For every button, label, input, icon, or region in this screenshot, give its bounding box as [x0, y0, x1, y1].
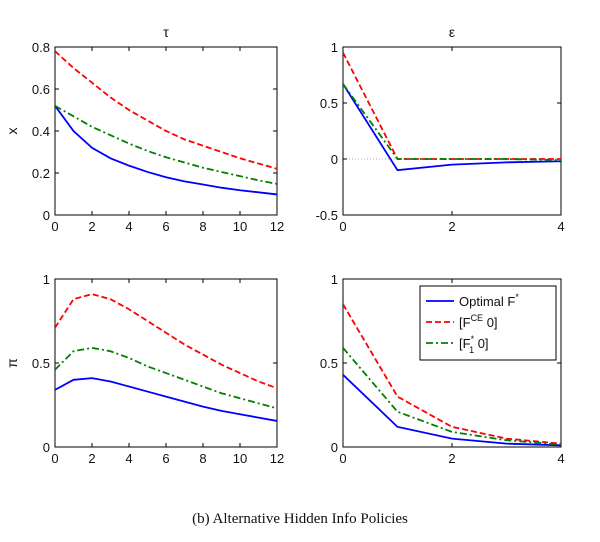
y-tick-label: -0.5 [316, 208, 338, 223]
y-axis-label: x [4, 128, 20, 135]
x-tick-label: 8 [199, 451, 206, 466]
series-line-3 [55, 346, 277, 410]
panel-title: τ [163, 24, 169, 40]
legend-box [419, 285, 557, 361]
series-line-2 [55, 50, 277, 170]
y-tick-label: 1 [43, 272, 50, 287]
x-tick-label: 0 [339, 219, 346, 234]
x-tick-label: 4 [557, 451, 564, 466]
axes-box [54, 278, 278, 448]
y-tick-label: 0.8 [32, 40, 50, 55]
y-axis-label: π [4, 358, 20, 368]
series-line-1 [55, 105, 277, 196]
y-tick-label: 0.5 [320, 356, 338, 371]
series-line-3 [343, 347, 561, 446]
x-tick-label: 6 [162, 219, 169, 234]
x-tick-label: 8 [199, 219, 206, 234]
x-tick-label: 0 [51, 451, 58, 466]
series-line-2 [55, 293, 277, 390]
chart-panel-1: 0 2 4 6 8 10 12 0 0.2 0.4 0.6 0.8 τ x [4, 24, 284, 234]
legend-label: Optimal F* [459, 292, 519, 309]
legend-label: [F* 1 0] [459, 334, 489, 355]
y-tick-label: 0 [43, 440, 50, 455]
series-line-1 [343, 83, 561, 172]
figure-caption: (b) Alternative Hidden Info Policies [192, 511, 408, 527]
x-tick-label: 2 [88, 219, 95, 234]
series-line-3 [343, 83, 561, 162]
x-tick-label: 12 [270, 219, 284, 234]
x-tick-label: 2 [448, 219, 455, 234]
x-tick-label: 6 [162, 451, 169, 466]
x-tick-label: 0 [339, 451, 346, 466]
series-line-1 [55, 377, 277, 422]
axes-box [342, 46, 562, 216]
x-tick-label: 10 [233, 451, 247, 466]
series-line-3 [55, 105, 277, 185]
x-tick-label: 4 [125, 219, 132, 234]
legend-label: [FCE 0] [459, 313, 498, 330]
series-line-1 [343, 374, 561, 447]
x-tick-label: 2 [88, 451, 95, 466]
series-line-2 [343, 52, 561, 160]
series-line-2 [343, 303, 561, 445]
y-tick-label: 0.6 [32, 82, 50, 97]
panel-title: ε [449, 24, 455, 40]
chart-panel-2: 0 2 4-0.500.51ε [316, 24, 565, 234]
x-tick-label: 2 [448, 451, 455, 466]
y-tick-label: 0 [43, 208, 50, 223]
y-tick-label: 0.5 [320, 96, 338, 111]
y-tick-label: 1 [331, 272, 338, 287]
x-tick-label: 12 [270, 451, 284, 466]
y-tick-label: 0.2 [32, 166, 50, 181]
y-tick-label: 0.4 [32, 124, 50, 139]
y-tick-label: 1 [331, 40, 338, 55]
chart-panel-3: 0 2 4 6 8 10 12 0 0.5 1 π [4, 272, 284, 466]
x-tick-label: 4 [557, 219, 564, 234]
legend: Optimal F* [FCE 0] [F* 1 0] [419, 285, 557, 361]
x-tick-label: 4 [125, 451, 132, 466]
x-tick-label: 0 [51, 219, 58, 234]
x-tick-label: 10 [233, 219, 247, 234]
y-tick-label: 0 [331, 152, 338, 167]
y-tick-label: 0.5 [32, 356, 50, 371]
chart-panel-4: 0 2 4 0 0.5 1 [320, 272, 565, 466]
y-tick-label: 0 [331, 440, 338, 455]
